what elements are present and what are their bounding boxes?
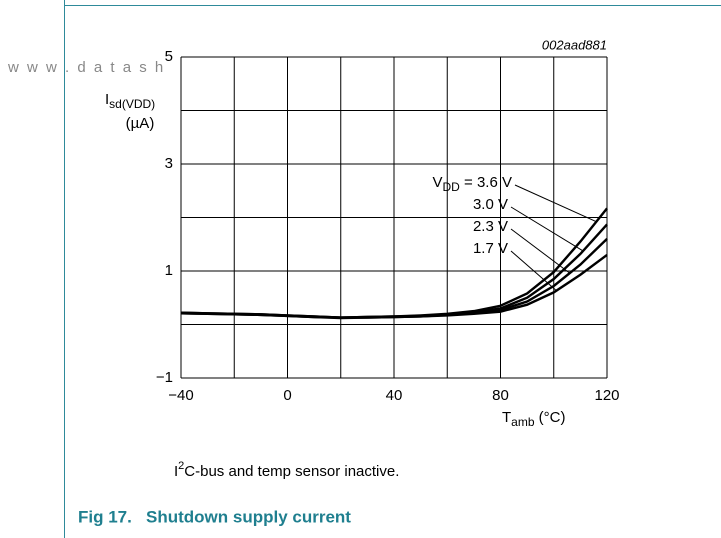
leader-line — [510, 228, 571, 274]
y-tick-label: 1 — [165, 262, 173, 279]
series-label: 3.0 V — [473, 196, 508, 213]
y-tick-label: −1 — [156, 369, 173, 386]
y-axis-unit: (µA) — [126, 115, 155, 132]
caption-main: I — [174, 463, 178, 480]
caption-rest: C-bus and temp sensor inactive. — [184, 463, 399, 480]
x-label-unit: (°C) — [535, 409, 566, 426]
caption-sup: 2 — [178, 460, 184, 472]
x-tick-label: −40 — [168, 387, 193, 404]
legend-prefix-main: V — [433, 174, 443, 191]
legend-prefix-sub: DD — [443, 180, 461, 194]
series-name: 3.0 V — [473, 196, 508, 213]
y-label-sub: sd(VDD) — [109, 97, 155, 111]
y-tick-label: 5 — [165, 48, 173, 65]
annotation: 002aad881 — [542, 37, 607, 52]
y-axis-label: Isd(VDD) — [105, 91, 155, 111]
x-tick-label: 0 — [283, 387, 291, 404]
series-label: 2.3 V — [473, 218, 508, 235]
series-label: VDD = 3.6 V — [433, 174, 513, 194]
x-tick-label: 40 — [386, 387, 403, 404]
leader-line — [510, 206, 584, 252]
x-label-sub: amb — [511, 415, 535, 429]
x-tick-label: 120 — [594, 387, 619, 404]
leader-line — [510, 250, 557, 292]
caption: I2C-bus and temp sensor inactive. — [174, 460, 399, 480]
leader-line — [514, 184, 597, 223]
series-label: 1.7 V — [473, 240, 508, 257]
figure-title: Fig 17. Shutdown supply current — [78, 507, 351, 526]
y-label-main: I — [105, 91, 109, 108]
series-line — [180, 253, 608, 320]
series-name: 3.6 V — [477, 174, 512, 191]
series-name: 1.7 V — [473, 240, 508, 257]
x-tick-label: 80 — [492, 387, 509, 404]
y-tick-label: 3 — [165, 155, 173, 172]
legend-prefix-eq: = — [460, 174, 477, 191]
x-label-main: T — [502, 409, 511, 426]
series-name: 2.3 V — [473, 218, 508, 235]
watermark: w w w . d a t a s h — [7, 59, 165, 76]
x-axis-label: Tamb (°C) — [502, 409, 566, 429]
